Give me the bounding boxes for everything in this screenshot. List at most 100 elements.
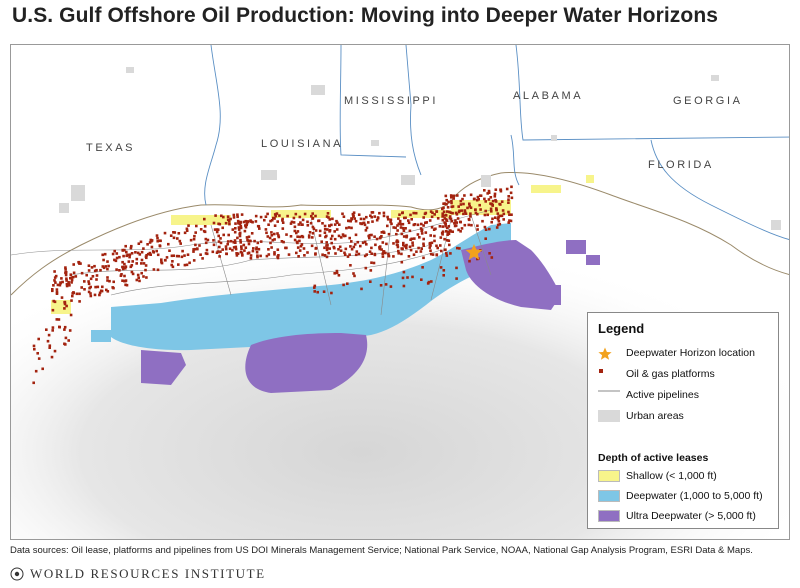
platform-dot [112, 280, 115, 284]
platform-dot [478, 194, 482, 197]
legend-platforms: Oil & gas platforms [598, 368, 715, 380]
platform-dot [445, 198, 448, 202]
platform-dot [244, 225, 248, 229]
platform-dot [206, 238, 210, 242]
platform-dot [369, 269, 373, 272]
platform-dot [454, 219, 457, 222]
platform-dot [455, 266, 458, 270]
platform-dot [439, 266, 443, 269]
platform-dot [452, 197, 455, 200]
platform-dot [298, 235, 302, 239]
platform-dot [168, 249, 171, 252]
platform-dot [440, 249, 443, 253]
platform-dot [445, 230, 448, 233]
platform-dot [450, 219, 454, 223]
platform-dot [444, 221, 447, 225]
platform-dot [103, 252, 107, 256]
platform-dot [211, 250, 215, 254]
platform-dot [72, 271, 76, 275]
platform-dot [298, 249, 302, 252]
platform-dot [129, 265, 133, 269]
platform-dot [281, 217, 284, 221]
platform-dot [445, 251, 448, 255]
platform-dot [64, 273, 68, 277]
platform-dot [406, 276, 409, 279]
legend-platforms-label: Oil & gas platforms [626, 368, 715, 380]
platform-dot [212, 239, 215, 242]
platform-dot [235, 254, 239, 257]
platform-dot [195, 224, 198, 228]
platform-dot [328, 224, 331, 227]
platform-dot [185, 229, 189, 232]
platform-dot [330, 291, 333, 295]
platform-dot [91, 275, 95, 278]
platform-dot [355, 250, 359, 253]
platform-dot [402, 229, 406, 232]
map-panel[interactable]: TEXAS LOUISIANA MISSISSIPPI ALABAMA GEOR… [10, 44, 790, 540]
platform-dot [362, 217, 366, 221]
platform-dot [106, 276, 109, 279]
platform-dot [314, 246, 318, 250]
platform-dot [318, 234, 322, 237]
platform-dot [149, 253, 152, 256]
platform-dot [474, 208, 477, 212]
platform-dot [48, 344, 52, 347]
platform-dot [255, 246, 258, 249]
page-title: U.S. Gulf Offshore Oil Production: Movin… [12, 4, 719, 27]
platform-dot [368, 250, 372, 253]
platform-dot [85, 273, 88, 277]
platform-dot [63, 325, 67, 329]
platform-dot [409, 213, 412, 217]
platform-dot [221, 248, 224, 251]
platform-dot [339, 249, 343, 252]
platform-dot [314, 229, 318, 232]
platform-dot [194, 231, 197, 234]
platform-dot [333, 230, 336, 233]
platform-dot [285, 233, 288, 236]
platform-dot [142, 247, 145, 250]
platform-dot [389, 220, 392, 224]
platform-dot [237, 228, 241, 231]
platform-dot [236, 236, 239, 240]
platform-dot [501, 209, 505, 212]
platform-dot [72, 263, 75, 266]
platform-dot [401, 222, 405, 226]
platform-dot [267, 248, 270, 251]
platform-dot [232, 246, 236, 249]
platform-dot [138, 279, 141, 283]
platform-dot [409, 238, 412, 241]
platform-dot [487, 191, 491, 194]
platform-dot [401, 211, 404, 214]
platform-dot [144, 268, 147, 272]
platform-dot [269, 241, 272, 245]
platform-dot [272, 216, 275, 220]
platform-dot [463, 210, 467, 214]
platform-dot [89, 285, 92, 289]
platform-dot [449, 252, 452, 255]
platform-dot [405, 246, 408, 250]
platform-dot [455, 213, 459, 216]
platform-dot [121, 265, 124, 269]
platform-dot [295, 231, 298, 235]
platform-dot [238, 234, 242, 238]
platform-dot [508, 219, 511, 222]
platform-dot [65, 279, 68, 282]
platform-dot [55, 290, 59, 294]
platform-dot [389, 218, 393, 222]
platform-dot [333, 223, 337, 226]
platform-dot [128, 255, 131, 259]
platform-dot [378, 246, 381, 249]
platform-dot [177, 232, 181, 235]
platform-dot [382, 251, 385, 255]
platform-dot [172, 254, 175, 257]
platform-dot [105, 288, 108, 292]
platform-dot [306, 224, 310, 227]
platform-dot [87, 280, 90, 283]
footer-brand[interactable]: WORLD RESOURCES INSTITUTE [10, 566, 266, 582]
platform-dot [400, 247, 403, 250]
platform-dot [410, 218, 413, 221]
platform-dot [128, 253, 132, 256]
platform-dot [115, 252, 119, 255]
platform-dot [476, 228, 479, 231]
platform-dot [299, 244, 303, 248]
